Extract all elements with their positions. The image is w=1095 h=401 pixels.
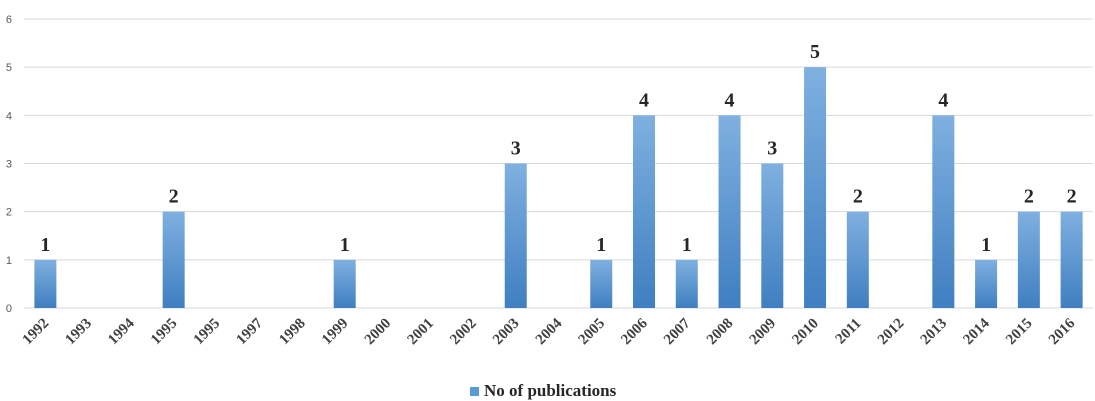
data-label: 3	[767, 138, 777, 160]
data-label: 4	[725, 89, 735, 111]
data-label: 2	[1067, 186, 1077, 208]
bar	[1060, 211, 1083, 308]
x-tick-label: 1999	[319, 316, 352, 349]
data-label: 3	[511, 138, 521, 160]
data-label: 2	[1024, 186, 1034, 208]
bar	[633, 115, 656, 308]
bars	[34, 67, 1083, 309]
gridlines	[24, 18, 1093, 309]
bar	[761, 163, 784, 308]
y-tick-label: 2	[6, 207, 12, 219]
bar	[889, 307, 912, 309]
bar	[675, 259, 698, 308]
x-tick-label: 2012	[875, 316, 908, 349]
data-labels: 1 2 1 3 1 4 1 4 3 5 2 4 1 2 2	[40, 41, 1076, 256]
bar	[77, 307, 100, 309]
bar	[932, 115, 955, 308]
y-tick-label: 5	[6, 62, 12, 74]
x-tick-label: 2011	[833, 316, 865, 348]
legend: No of publications	[470, 381, 617, 400]
bar	[290, 307, 313, 309]
legend-label: No of publications	[484, 381, 617, 400]
x-tick-label: 2010	[789, 316, 822, 349]
x-tick-label: 1995	[148, 316, 181, 349]
bar	[846, 211, 869, 308]
x-tick-label: 2000	[362, 316, 395, 349]
x-tick-label: 2007	[661, 315, 694, 348]
y-tick-label: 0	[6, 303, 12, 315]
legend-swatch	[470, 387, 479, 396]
y-tick-label: 1	[6, 255, 12, 267]
x-tick-label: 2015	[1003, 316, 1036, 349]
bar	[718, 115, 741, 308]
x-tick-label: 2009	[747, 316, 780, 349]
y-tick-label: 6	[6, 14, 12, 26]
x-tick-label: 2016	[1046, 315, 1079, 348]
bar	[547, 307, 570, 309]
x-tick-label: 1992	[20, 316, 53, 349]
bar	[975, 259, 998, 308]
data-label: 1	[981, 234, 991, 256]
x-tick-label: 2013	[918, 316, 951, 349]
x-tick-label: 2008	[704, 316, 737, 349]
x-tick-label: 1995	[191, 316, 224, 349]
bar	[119, 307, 142, 309]
x-tick-label: 2004	[533, 315, 566, 348]
bar	[333, 259, 356, 308]
data-label: 1	[682, 234, 692, 256]
y-tick-label: 3	[6, 159, 12, 171]
x-tick-label: 1994	[105, 315, 138, 348]
x-tick-label: 2001	[405, 316, 438, 349]
data-label: 1	[596, 234, 606, 256]
data-label: 4	[938, 89, 948, 111]
bar	[804, 67, 827, 309]
y-tick-label: 4	[6, 110, 12, 122]
y-axis-ticks: 0 1 2 3 4 5 6	[6, 14, 12, 315]
bar	[376, 307, 399, 309]
x-axis-ticks: 1992 1993 1994 1995 1995 1997 1998 1999 2000 2001…	[20, 315, 1079, 348]
bar	[419, 307, 442, 309]
data-label: 2	[853, 186, 863, 208]
bar	[162, 211, 185, 308]
x-tick-label: 2003	[490, 316, 523, 349]
data-label: 1	[40, 234, 50, 256]
data-label: 5	[810, 41, 820, 63]
bar	[590, 259, 613, 308]
x-tick-label: 2006	[618, 315, 651, 348]
data-label: 2	[169, 186, 179, 208]
x-tick-label: 1993	[62, 316, 95, 349]
bar	[461, 307, 484, 309]
bar	[504, 163, 527, 308]
x-tick-label: 2005	[576, 316, 609, 349]
data-label: 4	[639, 89, 649, 111]
bar	[34, 259, 57, 308]
bar	[205, 307, 228, 309]
bar	[1017, 211, 1040, 308]
bar	[248, 307, 271, 309]
x-tick-label: 1997	[233, 315, 266, 348]
x-tick-label: 2014	[960, 315, 993, 348]
x-tick-label: 1998	[276, 316, 309, 349]
data-label: 1	[340, 234, 350, 256]
x-tick-label: 2002	[447, 316, 480, 349]
